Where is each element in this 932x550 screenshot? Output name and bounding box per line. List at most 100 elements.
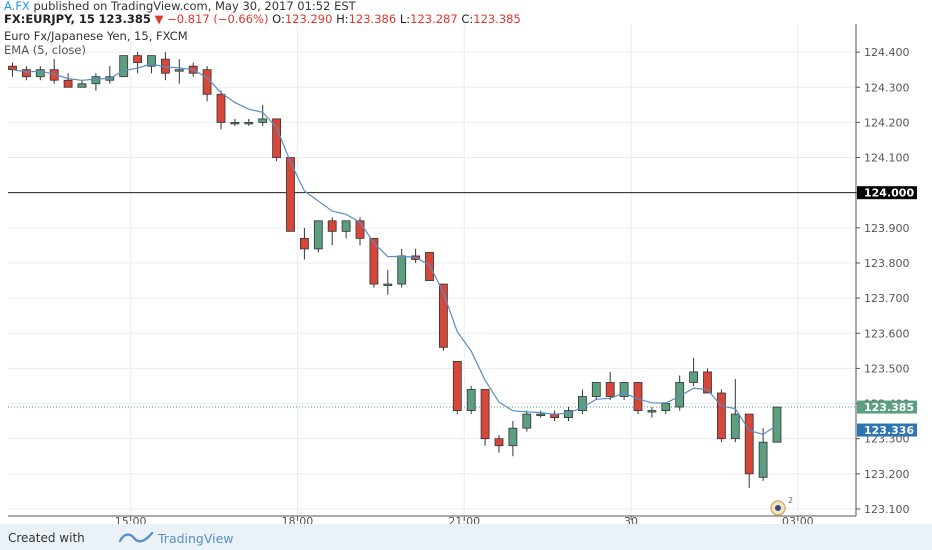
- last-price: 123.385: [98, 12, 151, 26]
- candle-up: [522, 410, 532, 432]
- candle-body: [8, 65, 17, 71]
- candle-down: [8, 62, 17, 77]
- high-label: H:: [336, 12, 349, 26]
- candle-body: [564, 410, 573, 419]
- footer-bar: Created with TradingView: [0, 524, 932, 550]
- time-tick-label: 18:00: [282, 515, 314, 524]
- candle-body: [425, 252, 434, 281]
- candle-up: [508, 421, 518, 457]
- candle-body: [494, 438, 504, 447]
- down-arrow-icon: ▼: [154, 12, 164, 26]
- candle-body: [689, 371, 698, 383]
- candle-up: [174, 59, 184, 84]
- price-tick-label: 124.100: [864, 152, 910, 165]
- price-tick-label: 123.600: [864, 327, 910, 340]
- candle-up: [341, 220, 351, 239]
- ema-price-label-text: 123.336: [864, 424, 914, 437]
- ema-line: [12, 63, 778, 436]
- candle-up: [119, 55, 129, 78]
- price-tick-label: 123.500: [864, 362, 910, 375]
- candle-body: [578, 396, 587, 411]
- candle-down: [63, 73, 73, 88]
- candle-body: [605, 382, 615, 397]
- time-tick-label: 21:00: [448, 515, 480, 524]
- price-axis-markers: 124.000 123.385 123.336: [857, 186, 917, 437]
- open-label: O:: [272, 12, 285, 26]
- candle-up: [689, 357, 698, 386]
- candle-down: [49, 59, 59, 84]
- candle-body: [202, 69, 212, 95]
- candle-body: [355, 220, 365, 239]
- price-tick-label: 124.300: [864, 81, 910, 94]
- symbol-name[interactable]: FX:EURJPY, 15: [4, 12, 95, 26]
- candle-body: [119, 55, 129, 78]
- candle-body: [522, 413, 532, 429]
- tradingview-brand[interactable]: TradingView: [158, 531, 234, 546]
- candle-up: [35, 66, 45, 81]
- candle-up: [758, 428, 768, 481]
- candle-body: [133, 55, 143, 64]
- candle-body: [772, 406, 782, 443]
- candle-down: [452, 360, 462, 415]
- candle-down: [216, 90, 226, 130]
- candle-down: [327, 217, 337, 246]
- hline-price-label: 124.000: [857, 186, 917, 200]
- publisher-badge-icon[interactable]: 2: [770, 496, 793, 516]
- svg-text:2: 2: [788, 496, 793, 505]
- candle-down: [480, 389, 490, 446]
- candle-body: [508, 427, 518, 447]
- created-with-text: Created with: [8, 531, 85, 545]
- candle-body: [299, 237, 309, 250]
- candle-down: [133, 52, 143, 74]
- candle-body: [244, 122, 254, 125]
- candle-down: [425, 252, 434, 281]
- publish-info: A.FX published on TradingView.com, May 3…: [4, 0, 356, 13]
- candle-body: [675, 382, 685, 408]
- candle-up: [77, 80, 87, 88]
- series-legend-title[interactable]: Euro Fx/Japanese Yen, 15, FXCM: [4, 29, 188, 43]
- candle-down: [299, 227, 309, 260]
- time-tick-label: 15:00: [115, 515, 147, 524]
- publisher-name[interactable]: A.FX: [4, 0, 30, 13]
- candle-down: [355, 217, 365, 246]
- ema-price-label: 123.336: [857, 423, 917, 437]
- ema-price-label-bg: [857, 423, 917, 437]
- candle-up: [244, 118, 254, 126]
- candle-down: [438, 283, 448, 351]
- candle-body: [717, 392, 726, 440]
- candle-body: [174, 69, 184, 72]
- candle-body: [619, 382, 629, 397]
- candlestick-chart: 124.400 124.300 124.200 124.100 124.000 123.9…: [8, 24, 917, 524]
- candle-up: [730, 378, 740, 443]
- tradingview-logo-icon[interactable]: [118, 529, 154, 545]
- price-tick-label: 123.800: [864, 257, 910, 270]
- candle-body: [647, 410, 657, 413]
- price-tick-label: 123.900: [864, 222, 910, 235]
- candle-body: [286, 157, 295, 232]
- candle-down: [369, 237, 379, 288]
- candle-body: [230, 122, 240, 125]
- candle-body: [661, 403, 671, 411]
- candle-body: [35, 69, 45, 78]
- ema-legend[interactable]: EMA (5, close): [4, 43, 86, 57]
- candle-body: [77, 83, 87, 88]
- candle-up: [105, 66, 115, 84]
- candle-down: [286, 157, 295, 232]
- candles: [8, 52, 782, 488]
- candle-up: [578, 389, 587, 415]
- candle-body: [258, 118, 268, 123]
- candle-up: [258, 104, 268, 126]
- candle-down: [744, 413, 754, 488]
- hline-price-label-bg: [857, 186, 917, 200]
- time-axis-labels: 15:00 18:00 21:00 30 03:00: [115, 515, 814, 524]
- candle-up: [536, 410, 546, 418]
- candle-down: [411, 248, 421, 263]
- candle-up: [466, 385, 476, 415]
- candle-up: [230, 118, 240, 126]
- candle-body: [591, 382, 601, 397]
- last-price-label-text: 123.385: [864, 401, 914, 414]
- candle-down: [202, 66, 212, 102]
- price-axis-labels: 124.400124.300124.200124.100124.000123.9…: [856, 46, 910, 516]
- price-tick-label: 124.200: [864, 116, 910, 129]
- candle-body: [63, 79, 73, 88]
